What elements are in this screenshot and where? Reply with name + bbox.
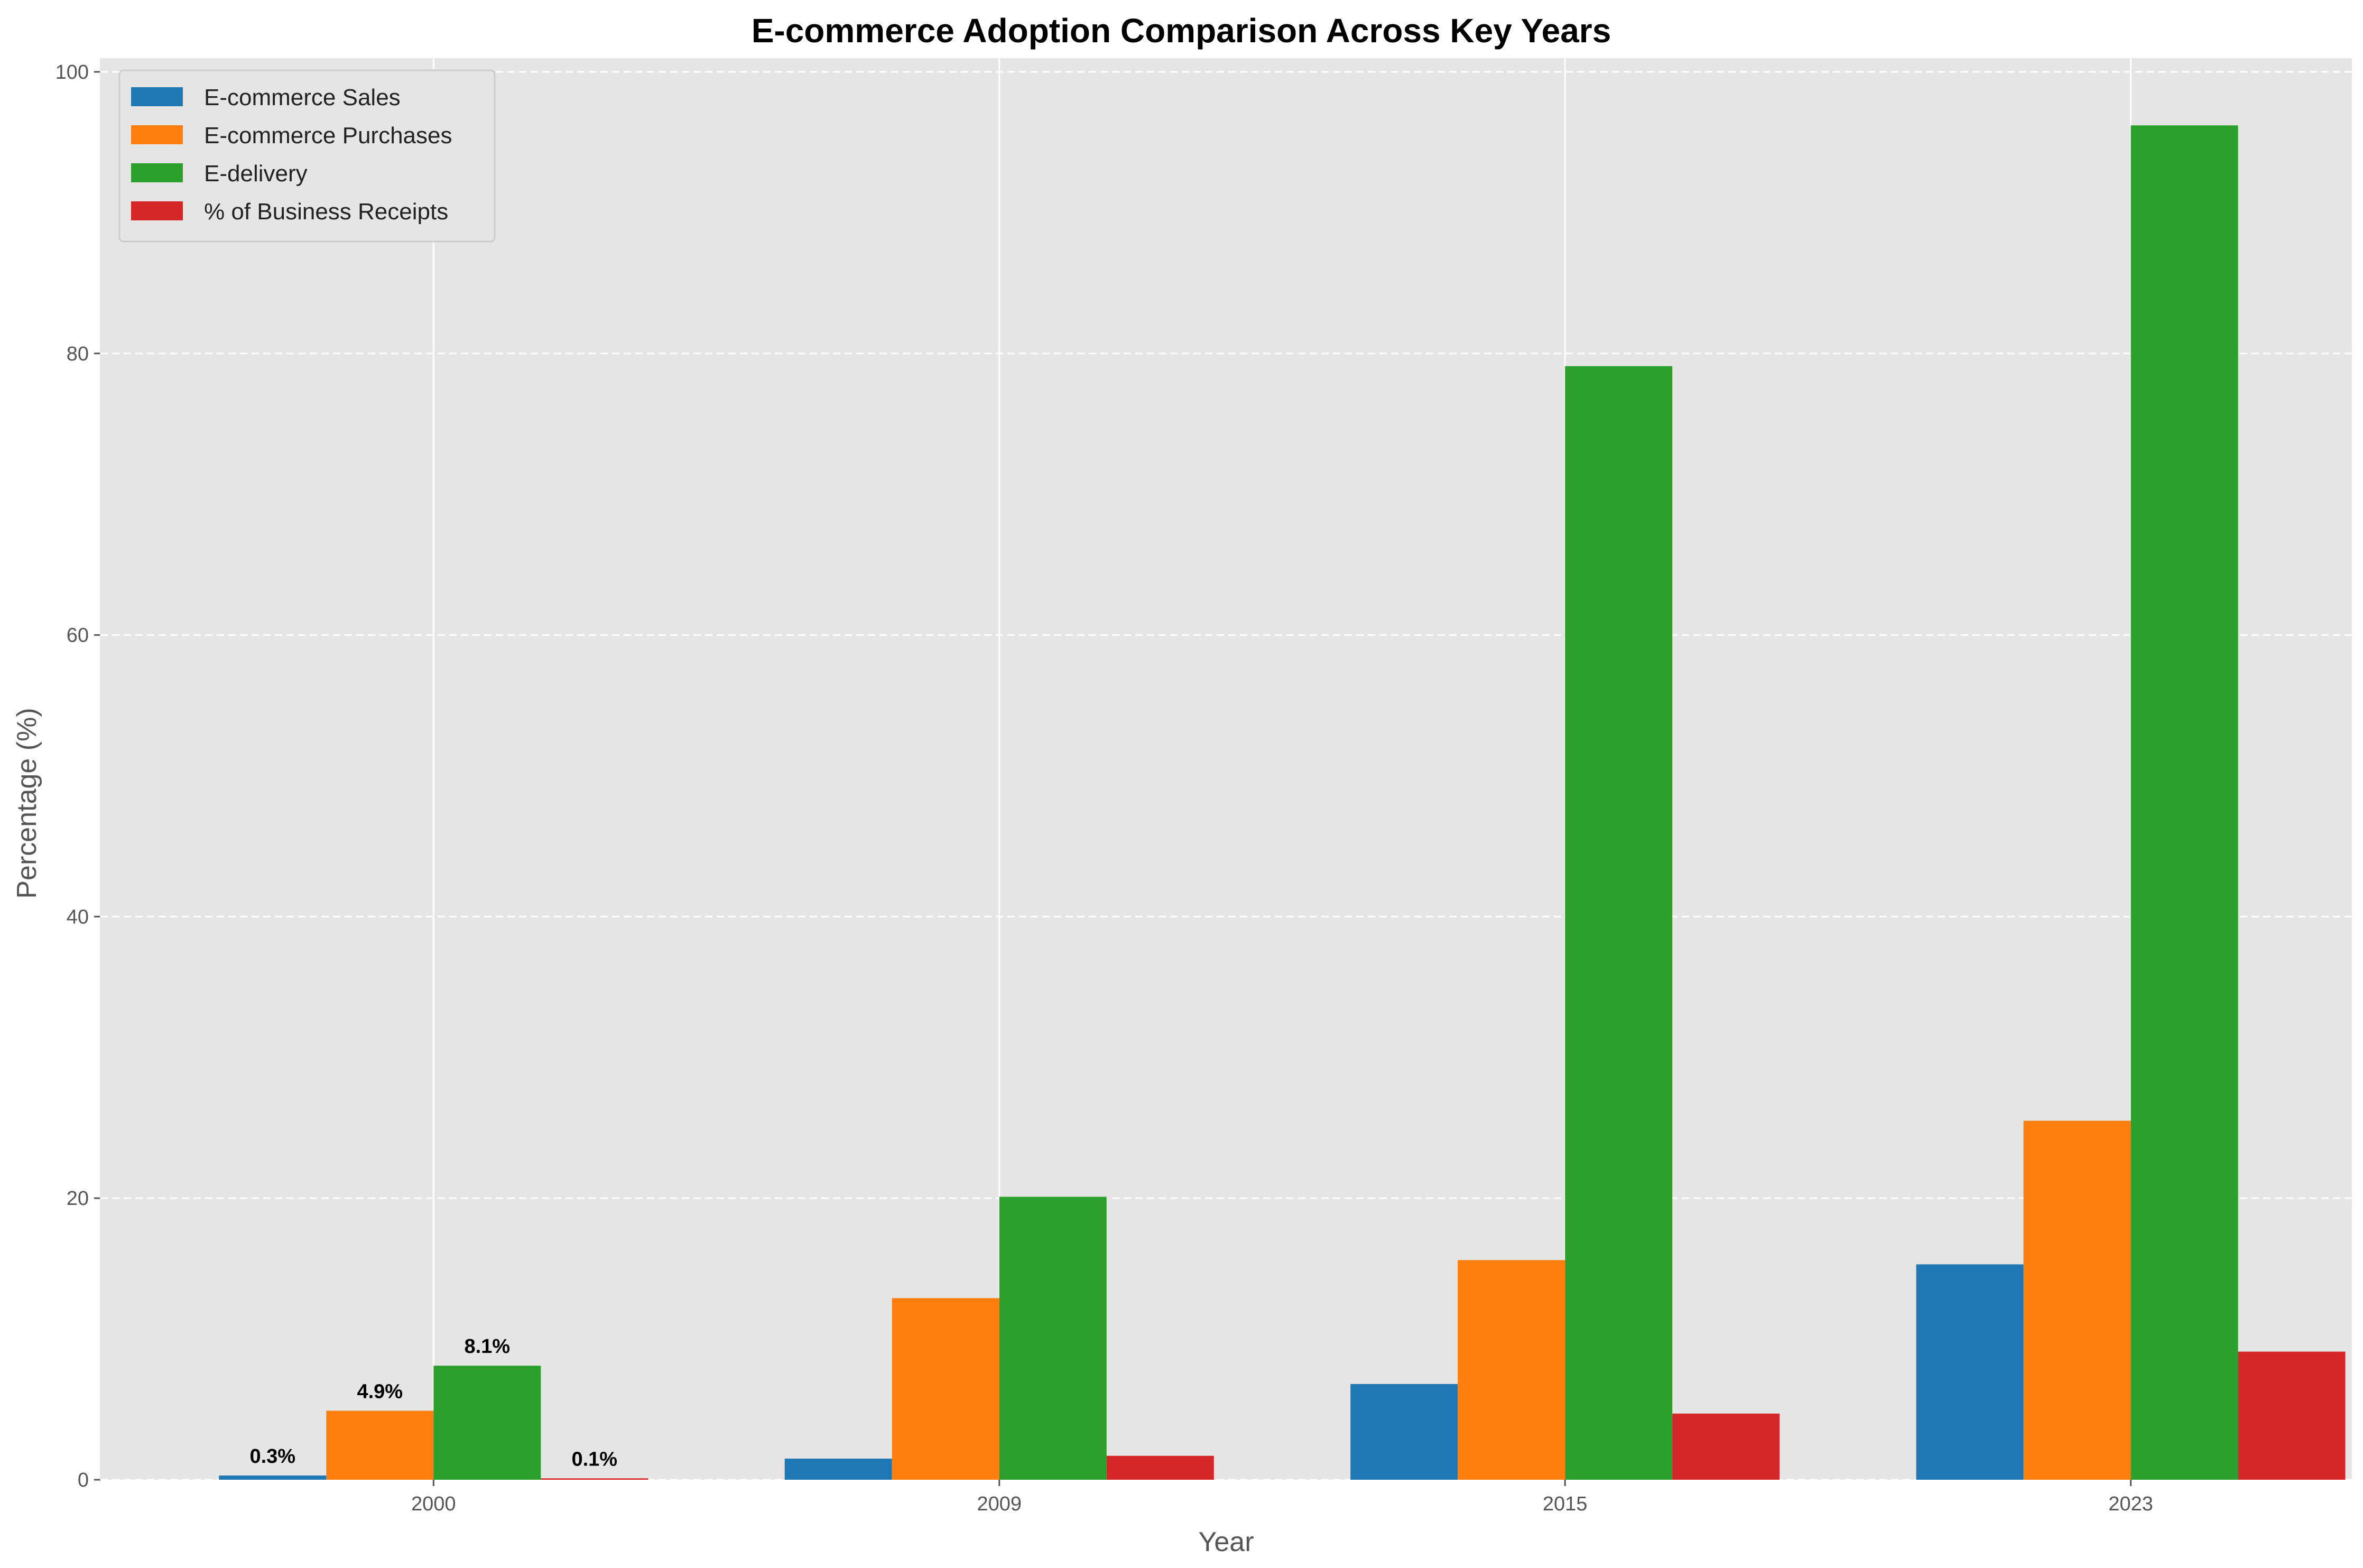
legend-swatch [131,201,183,220]
y-tick-label: 100 [55,61,89,83]
plot-area [100,58,2352,1480]
y-tick-label: 80 [67,343,89,365]
data-label: 8.1% [464,1335,510,1358]
bar-2009-series-3 [1106,1455,1214,1480]
bar-2009-series-0 [784,1459,892,1480]
y-axis-title: Percentage (%) [12,708,42,898]
legend-label: E-commerce Sales [204,85,401,110]
legend-label: % of Business Receipts [204,199,448,225]
x-axis-title: Year [1198,1527,1254,1557]
legend-swatch [131,87,183,106]
bar-2015-series-0 [1350,1384,1458,1480]
x-tick-label: 2009 [977,1493,1022,1515]
bar-2023-series-3 [2238,1351,2346,1480]
y-tick-labels: 0 20 40 60 80 100 [55,61,100,1491]
legend-label: E-delivery [204,161,308,187]
bar-2000-series-0 [219,1476,327,1480]
bar-2009-series-2 [999,1196,1107,1480]
bar-2015-series-3 [1672,1413,1780,1480]
x-tick-label: 2023 [2108,1493,2153,1515]
x-tick-label: 2000 [411,1493,456,1515]
bars [219,125,2346,1480]
x-tick-label: 2015 [1543,1493,1588,1515]
data-label: 0.1% [571,1448,617,1470]
legend-swatch [131,163,183,182]
bar-2023-series-0 [1916,1264,2024,1480]
bar-2000-series-3 [541,1478,648,1480]
legend-swatch [131,125,183,144]
chart-title: E-commerce Adoption Comparison Across Ke… [752,12,1611,50]
y-tick-label: 40 [67,906,89,928]
y-tick-label: 60 [67,625,89,647]
legend: E-commerce Sales E-commerce Purchases E-de… [118,69,496,243]
bar-2009-series-1 [892,1298,999,1480]
data-labels: 0.3% 4.9% 8.1% 0.1% [249,1335,617,1470]
x-tick-labels: 2000 2009 2015 2023 [411,1480,2153,1515]
bar-2015-series-1 [1458,1260,1565,1480]
bar-2023-series-1 [2023,1120,2131,1480]
y-tick-label: 20 [67,1187,89,1210]
bar-2000-series-2 [433,1366,541,1480]
bar-2000-series-1 [326,1411,434,1480]
data-label: 0.3% [249,1445,295,1468]
legend-label: E-commerce Purchases [204,123,452,149]
legend-frame [118,69,496,243]
data-label: 4.9% [357,1380,403,1403]
bar-2023-series-2 [2130,125,2238,1480]
y-tick-label: 0 [78,1469,89,1491]
bar-2015-series-2 [1565,366,1673,1480]
